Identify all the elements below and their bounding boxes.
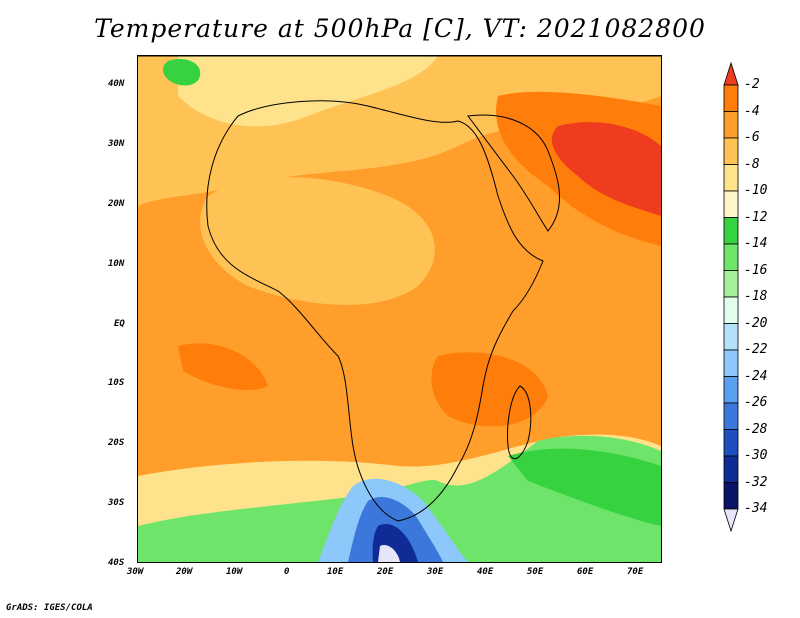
lat-label-20n: 20N	[108, 199, 125, 209]
colorbar-box	[723, 217, 739, 245]
credit-text: GrADS: IGES/COLA	[6, 603, 93, 613]
arabia-outline	[467, 114, 561, 232]
lon-label-30e: 30E	[427, 567, 444, 577]
lat-label-30s: 30S	[108, 498, 125, 508]
temperature-contour-sahara	[200, 177, 435, 305]
colorbar-tick-label: -18	[744, 289, 768, 304]
lon-label-0: 0	[284, 567, 290, 577]
madagascar-outline	[507, 385, 532, 459]
lon-label-10e: 10E	[327, 567, 344, 577]
colorbar-tick-label: -30	[744, 448, 768, 463]
lat-label-10s: 10S	[108, 378, 125, 388]
temperature-contour-atlantic-warm	[178, 343, 268, 391]
colorbar-tick-label: -10	[744, 183, 768, 198]
lat-label-20s: 20S	[108, 438, 125, 448]
lat-label-eq: EQ	[114, 319, 125, 329]
colorbar-box	[723, 376, 739, 404]
temperature-contour-south-cooler	[508, 448, 661, 526]
colorbar-bottom-arrow	[723, 508, 739, 533]
temperature-contour-arabia-hot	[551, 122, 661, 216]
colorbar-box	[723, 349, 739, 377]
lon-label-70e: 70E	[627, 567, 644, 577]
lon-label-20e: 20E	[377, 567, 394, 577]
colorbar-tick-label: -26	[744, 395, 768, 410]
temperature-contour-trough-core	[378, 545, 400, 562]
lat-label-40s: 40S	[108, 558, 125, 568]
temperature-map	[138, 56, 661, 562]
colorbar-tick-label: -16	[744, 262, 768, 278]
lon-label-40e: 40E	[477, 567, 494, 577]
chart-title: Temperature at 500hPa [C], VT: 202108280…	[94, 14, 706, 43]
lon-label-60e: 60E	[577, 567, 594, 577]
colorbar-box	[723, 455, 739, 483]
colorbar-tick-label: -24	[744, 368, 768, 384]
lat-label-40n: 40N	[108, 79, 125, 89]
africa-outline	[206, 100, 544, 522]
colorbar	[723, 61, 739, 533]
colorbar-box	[723, 190, 739, 218]
lon-label-50e: 50E	[527, 567, 544, 577]
map-frame	[137, 55, 662, 563]
lon-label-10w: 10W	[226, 567, 243, 577]
colorbar-tick-label: -14	[744, 236, 768, 251]
temperature-contour-nw-cool	[162, 59, 201, 86]
colorbar-box	[723, 429, 739, 457]
colorbar-tick-label: -34	[744, 501, 768, 516]
colorbar-box	[723, 111, 739, 139]
colorbar-tick-label: -12	[744, 209, 768, 225]
colorbar-tick-label: -22	[744, 342, 768, 357]
colorbar-tick-label: -4	[744, 103, 760, 119]
colorbar-box	[723, 164, 739, 192]
colorbar-top-arrow	[723, 61, 739, 86]
colorbar-box	[723, 243, 739, 271]
colorbar-tick-label: -20	[744, 315, 768, 331]
colorbar-tick-label: -8	[744, 156, 760, 172]
lat-label-10n: 10N	[108, 259, 125, 269]
temperature-contour-north-cool	[178, 56, 438, 127]
colorbar-box	[723, 84, 739, 112]
colorbar-tick-label: -6	[744, 130, 760, 145]
colorbar-box	[723, 296, 739, 324]
colorbar-box	[723, 270, 739, 298]
colorbar-tick-label: -28	[744, 421, 768, 437]
lat-label-30n: 30N	[108, 139, 125, 149]
lon-label-20w: 20W	[176, 567, 193, 577]
colorbar-box	[723, 402, 739, 430]
colorbar-box	[723, 323, 739, 351]
colorbar-box	[723, 137, 739, 165]
temperature-contour-eastafrica-warm	[431, 352, 548, 427]
colorbar-tick-label: -32	[744, 474, 768, 490]
colorbar-tick-label: -2	[744, 77, 760, 92]
lon-label-30w: 30W	[127, 567, 144, 577]
colorbar-box	[723, 482, 739, 510]
